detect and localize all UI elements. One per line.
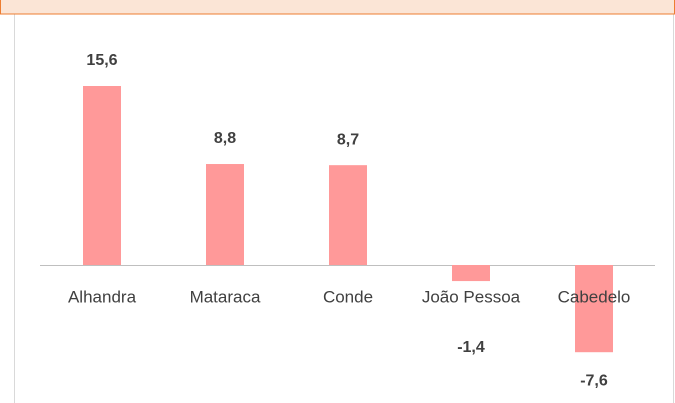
bar: [575, 265, 613, 353]
x-tick-label: Mataraca: [190, 287, 261, 306]
x-tick-label: Cabedelo: [558, 287, 631, 306]
data-label: -7,6: [580, 372, 608, 389]
data-label: 15,6: [86, 52, 117, 69]
bar: [329, 165, 367, 265]
data-label: 8,7: [337, 131, 359, 148]
x-tick-label: Conde: [323, 287, 373, 306]
bar: [452, 265, 490, 282]
bar: [206, 164, 244, 265]
bar: [83, 86, 121, 265]
title-band: [0, 0, 675, 15]
data-label: -1,4: [457, 339, 485, 356]
data-label: 8,8: [214, 130, 236, 147]
x-tick-label: João Pessoa: [422, 287, 521, 306]
x-tick-label: Alhandra: [68, 287, 137, 306]
